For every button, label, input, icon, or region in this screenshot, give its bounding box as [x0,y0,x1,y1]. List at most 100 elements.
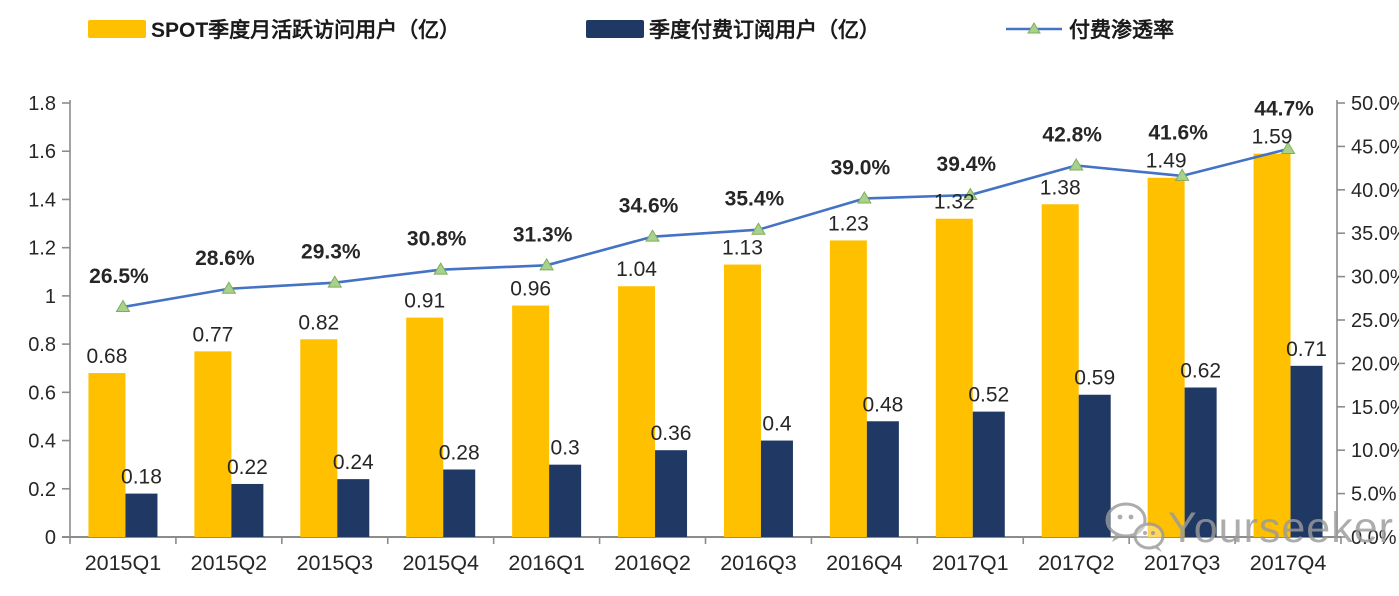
line-marker-2017Q4 [1280,141,1296,155]
penetration-value-label: 35.4% [725,188,785,211]
penetration-value-label: 34.6% [619,195,679,218]
left-axis-tick-label: 1.8 [28,93,56,115]
left-axis-tick-label: 0.6 [28,382,56,404]
right-axis-tick-label: 50.0% [1351,93,1399,115]
bar-paid-2015Q2 [231,483,264,537]
paid-value-label: 0.59 [1074,367,1115,390]
left-axis-tick-label: 1 [45,286,56,308]
line-marker-2015Q1 [115,299,131,312]
x-axis-label: 2016Q1 [508,551,585,575]
legend-label-paid: 季度付费订阅用户（亿） [649,19,880,42]
legend-item-penetration: 付费渗透率 [1005,14,1174,44]
bar-paid-2015Q1 [125,493,158,537]
line-marker-2015Q2 [221,281,237,294]
penetration-value-label: 44.7% [1254,98,1314,121]
mau-value-label: 0.82 [298,311,339,334]
bar-paid-2017Q2 [1078,394,1111,537]
line-marker-2016Q4 [856,190,872,204]
right-axis-tick-label: 0.0% [1351,527,1397,549]
bar-mau-2016Q1 [512,305,550,537]
mau-value-label: 1.04 [616,258,657,281]
legend-item-mau: SPOT季度月活跃访问用户（亿） [88,14,460,44]
paid-value-label: 0.18 [121,466,162,489]
bar-mau-2017Q3 [1147,177,1185,537]
left-axis-tick-label: 1.2 [28,238,56,260]
right-axis-tick-label: 35.0% [1351,223,1399,245]
paid-value-label: 0.48 [862,393,903,416]
x-axis-label: 2016Q4 [826,551,903,575]
paid-value-label: 0.36 [651,422,692,445]
bar-paid-2016Q4 [866,421,899,537]
x-axis-label: 2017Q3 [1144,551,1221,575]
left-axis-tick-label: 0.2 [28,479,56,501]
bar-paid-2016Q1 [549,464,582,537]
penetration-value-label: 30.8% [407,228,467,251]
x-axis-label: 2015Q2 [191,551,268,575]
bar-mau-2015Q2 [194,351,232,537]
line-marker-2015Q3 [327,275,343,288]
mau-value-label: 1.32 [934,191,975,214]
bar-paid-2016Q3 [760,440,793,537]
paid-value-label: 0.4 [762,413,792,436]
left-axis-tick-label: 0.8 [28,334,56,356]
bar-paid-2017Q1 [972,411,1005,537]
x-axis-label: 2016Q2 [614,551,691,575]
penetration-line [122,147,1289,309]
legend-swatch-paid-bar [586,20,644,38]
paid-value-label: 0.22 [227,456,268,479]
mau-value-label: 1.38 [1040,176,1081,199]
left-axis-tick-label: 1.6 [28,141,56,163]
x-axis-label: 2015Q1 [85,551,162,575]
x-axis-label: 2017Q2 [1038,551,1115,575]
penetration-value-label: 41.6% [1148,122,1208,145]
bar-mau-2016Q2 [618,286,656,537]
mau-value-label: 0.77 [192,323,233,346]
mau-value-label: 1.13 [722,237,763,260]
bar-mau-2015Q1 [88,373,126,537]
line-marker-2017Q3 [1174,168,1190,181]
left-axis-tick-label: 1.4 [28,189,56,211]
left-axis-tick-label: 0.4 [28,431,56,453]
paid-value-label: 0.28 [439,441,480,464]
paid-value-label: 0.24 [333,451,374,474]
paid-value-label: 0.71 [1286,338,1327,361]
bar-mau-2016Q3 [723,264,761,537]
penetration-value-label: 42.8% [1042,123,1102,146]
bar-mau-2017Q1 [935,218,973,537]
right-axis-tick-label: 40.0% [1351,180,1399,202]
mau-value-label: 0.68 [87,345,128,368]
bar-paid-2017Q4 [1290,365,1323,537]
line-marker-2017Q2 [1068,158,1084,171]
penetration-value-label: 29.3% [301,241,361,264]
right-axis-tick-label: 20.0% [1351,353,1399,375]
bar-mau-2015Q4 [406,317,444,537]
x-axis-label: 2016Q3 [720,551,797,575]
right-axis-tick-label: 5.0% [1351,484,1397,506]
bar-mau-2015Q3 [300,339,338,537]
right-axis-tick-label: 25.0% [1351,310,1399,332]
penetration-value-label: 26.5% [89,265,149,288]
chart-legend: SPOT季度月活跃访问用户（亿） 季度付费订阅用户（亿） 付费渗透率 [0,0,1399,56]
bar-mau-2017Q4 [1253,153,1291,537]
x-axis-label: 2017Q1 [932,551,1009,575]
mau-value-label: 1.49 [1146,150,1187,173]
bar-paid-2015Q4 [443,469,476,537]
x-axis-label: 2015Q4 [402,551,479,575]
bar-paid-2017Q3 [1184,387,1217,537]
right-axis-tick-label: 45.0% [1351,136,1399,158]
left-axis-tick-label: 0 [45,527,56,549]
paid-value-label: 0.52 [968,384,1009,407]
line-marker-2015Q4 [433,262,449,275]
legend-item-paid: 季度付费订阅用户（亿） [586,14,880,44]
legend-line-marker-icon [1006,22,1062,34]
line-marker-2017Q1 [962,187,978,201]
paid-value-label: 0.62 [1180,360,1221,383]
mau-value-label: 1.23 [828,212,869,235]
mau-value-label: 0.96 [510,278,551,301]
bar-mau-2017Q2 [1041,204,1079,537]
legend-label-penetration: 付费渗透率 [1069,19,1174,42]
x-axis-label: 2015Q3 [297,551,374,575]
line-marker-2016Q1 [539,257,555,271]
